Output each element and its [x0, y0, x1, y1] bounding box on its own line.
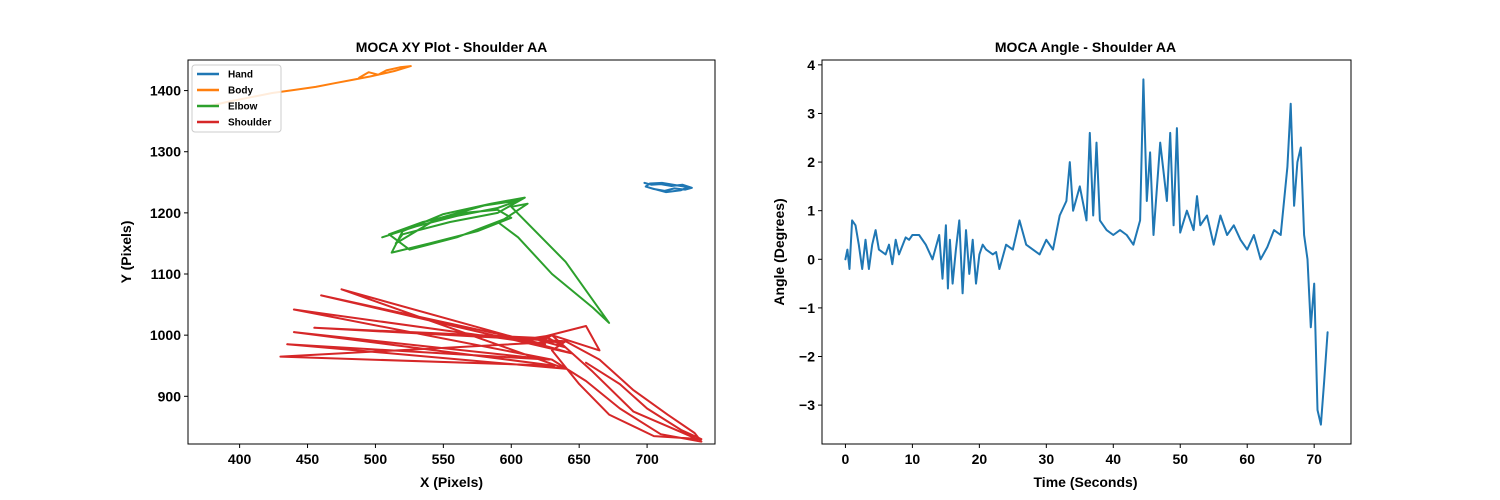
y-tick-label: 0	[807, 251, 815, 267]
angle-plot-x-ticks: 0 10 20 30 40 50 60 70	[842, 444, 1322, 467]
xy-plot-x-label: X (Pixels)	[420, 474, 483, 490]
legend-box	[191, 64, 282, 133]
xy-plot-y-ticks: 900 1000 1100 1200 1300 1400	[150, 83, 188, 404]
x-tick-label: 20	[972, 451, 988, 467]
xy-plot-legend: Hand Body Elbow Shoulder	[191, 64, 282, 133]
y-tick-label: 900	[158, 388, 182, 404]
xy-plot-x-ticks: 400 450 500 550 600 650 700	[228, 444, 659, 467]
x-tick-label: 650	[567, 451, 591, 467]
angle-plot-area	[844, 78, 1329, 426]
legend-label-hand: Hand	[228, 70, 253, 81]
y-tick-label: 1300	[150, 144, 181, 160]
y-tick-label: 1	[807, 203, 815, 219]
x-tick-label: 50	[1172, 451, 1188, 467]
shoulder-series-line	[279, 288, 703, 443]
x-tick-label: 60	[1239, 451, 1255, 467]
x-tick-label: 600	[500, 451, 524, 467]
xy-plot-y-label: Y (Pixels)	[118, 221, 134, 284]
angle-series-line	[844, 78, 1329, 426]
y-tick-label: 1000	[150, 327, 181, 343]
xy-plot-panel: MOCA XY Plot - Shoulder AA 400 450 500 550 6…	[118, 39, 716, 490]
angle-plot-title: MOCA Angle - Shoulder AA	[995, 39, 1176, 55]
x-tick-label: 550	[432, 451, 456, 467]
angle-plot-y-ticks: −3 −2 −1 0 1 2 3 4	[799, 57, 822, 413]
y-tick-label: −1	[799, 300, 815, 316]
xy-plot-title: MOCA XY Plot - Shoulder AA	[356, 39, 548, 55]
y-tick-label: 1100	[151, 266, 182, 282]
elbow-series-line	[381, 196, 611, 324]
y-tick-label: −2	[799, 349, 815, 365]
y-tick-label: 2	[807, 154, 815, 170]
x-tick-label: 500	[364, 451, 388, 467]
x-tick-label: 0	[842, 451, 850, 467]
y-tick-label: 4	[807, 57, 815, 73]
angle-plot-frame	[821, 59, 1352, 445]
x-tick-label: 10	[905, 451, 921, 467]
xy-plot-area	[208, 65, 703, 443]
y-tick-label: 1400	[150, 83, 181, 99]
angle-plot-x-label: Time (Seconds)	[1034, 474, 1138, 490]
x-tick-label: 400	[228, 451, 252, 467]
y-tick-label: 3	[807, 105, 815, 121]
legend-label-elbow: Elbow	[228, 102, 258, 113]
y-tick-label: 1200	[150, 205, 181, 221]
x-tick-label: 30	[1039, 451, 1055, 467]
x-tick-label: 70	[1306, 451, 1322, 467]
angle-plot-panel: MOCA Angle - Shoulder AA 0 10 20 30 40 50 60 70…	[771, 39, 1352, 490]
legend-label-body: Body	[228, 86, 253, 97]
xy-plot-frame	[187, 59, 716, 445]
y-tick-label: −3	[799, 397, 815, 413]
legend-label-shoulder: Shoulder	[228, 118, 271, 129]
x-tick-label: 40	[1105, 451, 1121, 467]
x-tick-label: 700	[635, 451, 659, 467]
angle-plot-y-label: Angle (Degrees)	[771, 198, 787, 305]
x-tick-label: 450	[296, 451, 320, 467]
hand-series-line	[643, 181, 693, 194]
